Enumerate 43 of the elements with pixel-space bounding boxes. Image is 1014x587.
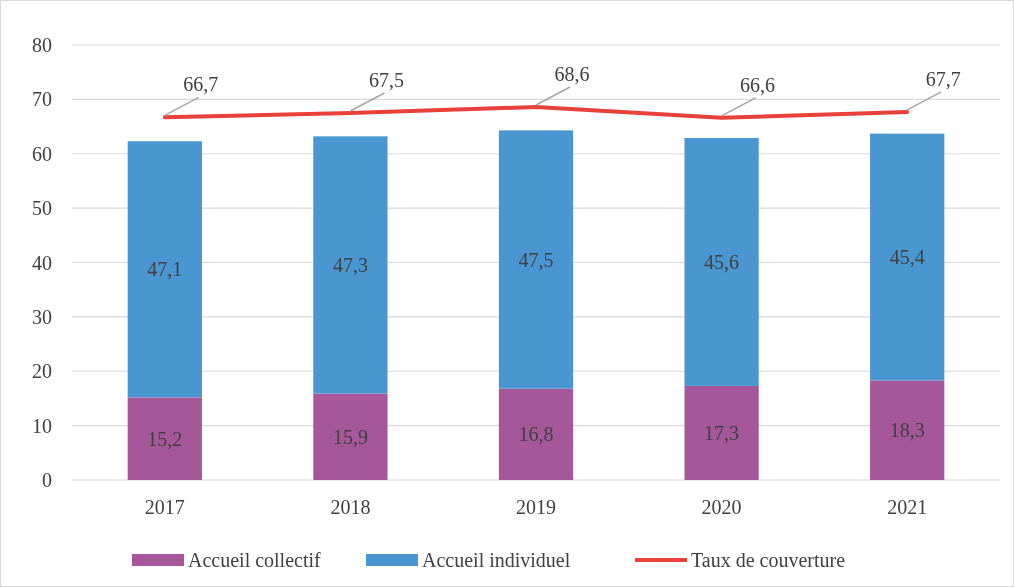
- bar: [684, 137, 759, 386]
- y-tick-label: 30: [32, 305, 52, 328]
- y-tick-label: 50: [32, 197, 52, 220]
- data-label: 66,7: [183, 73, 219, 96]
- data-label: 18,3: [889, 419, 925, 442]
- bar: [313, 136, 388, 394]
- data-label: 17,3: [704, 421, 740, 444]
- data-label: 15,2: [147, 427, 183, 450]
- legend-label: Accueil individuel: [422, 549, 571, 571]
- data-label: 16,8: [518, 423, 554, 446]
- data-label: 15,9: [332, 425, 368, 448]
- data-label: 45,6: [704, 250, 740, 273]
- bar: [498, 130, 574, 389]
- bar: [127, 397, 202, 480]
- x-tick-label: 2021: [887, 496, 928, 518]
- x-tick-label: 2017: [144, 496, 185, 518]
- y-tick-label: 0: [42, 469, 52, 491]
- x-tick-label: 2019: [516, 496, 556, 518]
- bar: [127, 141, 202, 398]
- y-tick-label: 80: [32, 34, 52, 56]
- bar: [870, 133, 945, 381]
- data-label: 67,7: [925, 67, 961, 90]
- bar: [498, 388, 574, 480]
- data-label: 47,5: [518, 248, 554, 271]
- x-tick-label: 2018: [330, 496, 371, 518]
- data-label: 47,3: [332, 253, 368, 276]
- legend-label: Taux de couverture: [691, 549, 846, 571]
- y-tick-label: 60: [32, 142, 52, 165]
- data-label: 67,5: [368, 68, 404, 91]
- y-tick-label: 40: [32, 251, 52, 274]
- legend-label: Accueil collectif: [188, 549, 322, 571]
- y-tick-label: 20: [32, 360, 52, 383]
- data-label: 68,6: [554, 62, 590, 85]
- bar: [313, 393, 388, 480]
- y-tick-label: 70: [32, 88, 52, 111]
- line-series: [162, 104, 910, 120]
- data-label: 45,4: [889, 246, 925, 269]
- x-tick-label: 2020: [701, 496, 742, 518]
- data-label: 66,6: [740, 73, 776, 96]
- bar: [684, 385, 759, 480]
- data-label: 47,1: [147, 258, 183, 281]
- y-tick-label: 10: [32, 414, 52, 437]
- bar: [870, 380, 945, 480]
